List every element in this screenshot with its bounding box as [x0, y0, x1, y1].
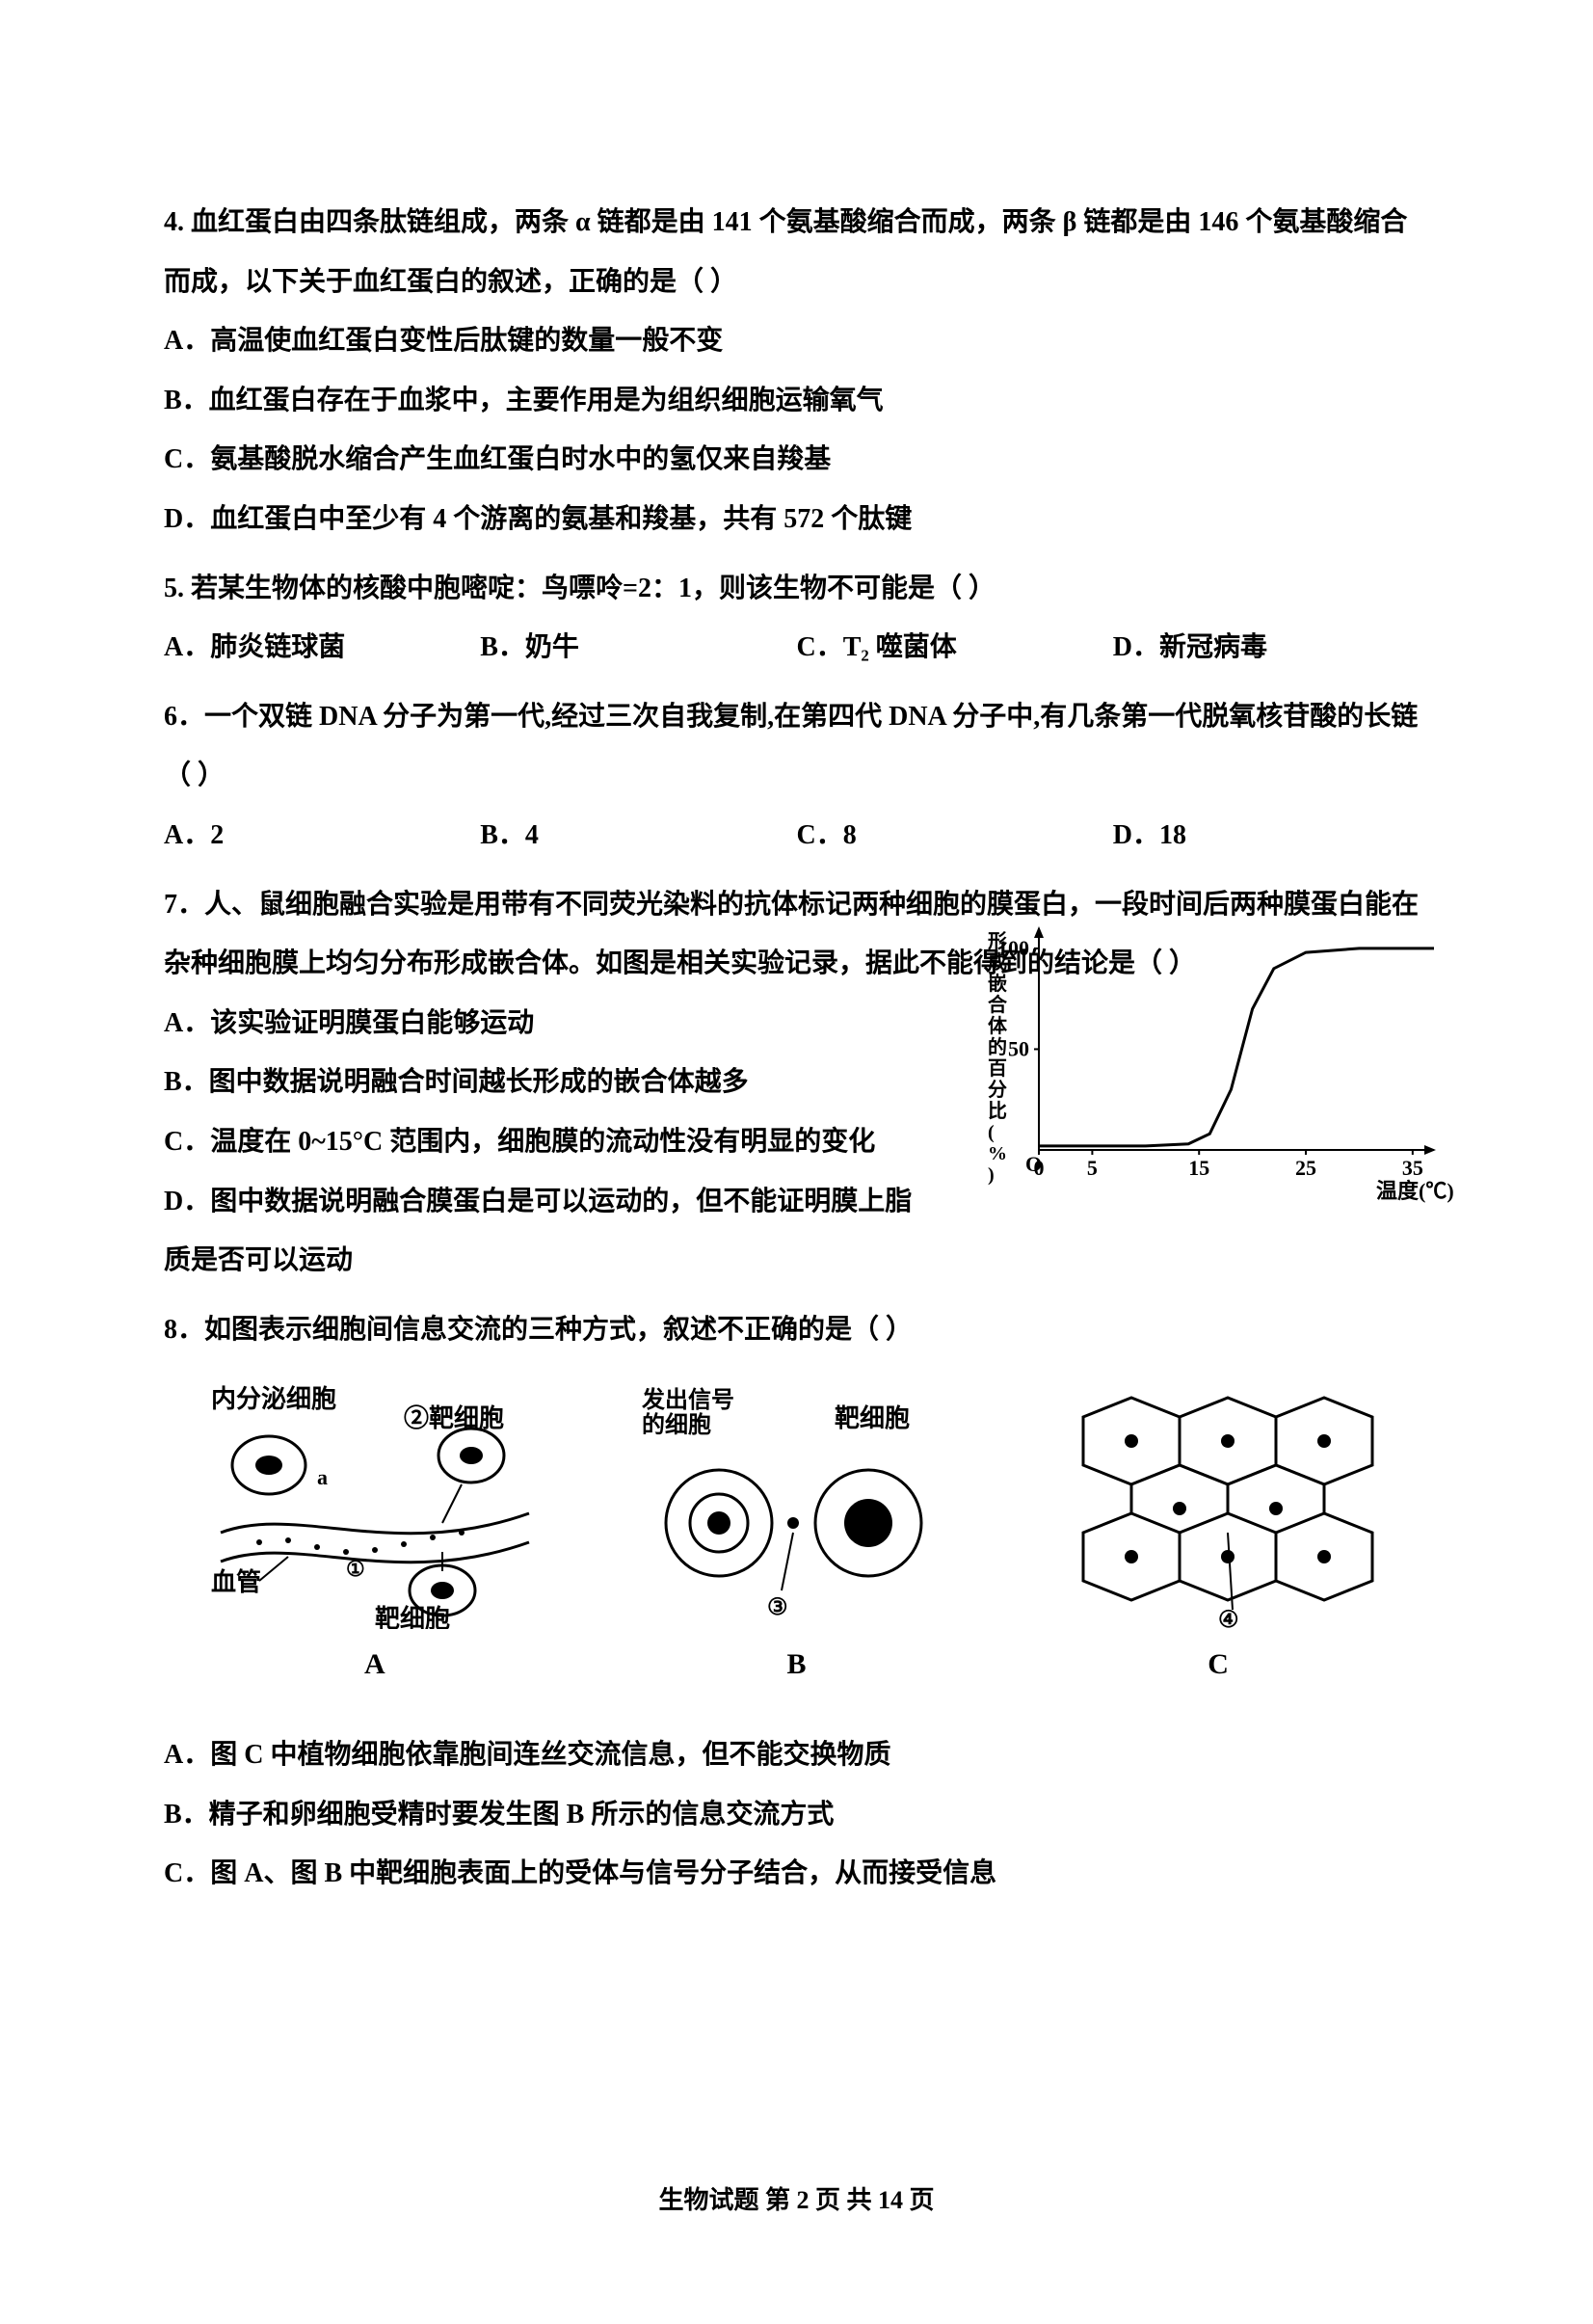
q5-stem: 5. 若某生物体的核酸中胞嘧啶：鸟嘌呤=2：1，则该生物不可能是（ ）	[164, 559, 1429, 619]
q7-chart: 5010005152535O温度(℃)形成嵌合体的百分比(%)	[976, 914, 1458, 1203]
q8-diagram-c: ④ C	[1045, 1378, 1392, 1696]
svg-text:合: 合	[988, 993, 1008, 1016]
q5-opt-d: D．新冠病毒	[1113, 618, 1429, 678]
diagram-c-svg: ④	[1045, 1378, 1392, 1629]
q4-stem: 4. 血红蛋白由四条肽链组成，两条 α 链都是由 141 个氨基酸缩合而成，两条…	[164, 193, 1429, 311]
diagram-a-svg: 内分泌细胞 ②靶细胞 a	[201, 1378, 548, 1629]
svg-text:体: 体	[988, 1014, 1008, 1037]
dA-endocrine-label: 内分泌细胞	[211, 1384, 336, 1413]
q7-opt-d: D．图中数据说明融合膜蛋白是可以运动的，但不能证明膜上脂质是否可以运动	[164, 1172, 935, 1291]
q4-opt-a: A．高温使血红蛋白变性后肽键的数量一般不变	[164, 311, 1429, 371]
q5-opt-c: C．T₂ 噬菌体	[797, 618, 1113, 678]
q7-opt-b: B．图中数据说明融合时间越长形成的嵌合体越多	[164, 1053, 935, 1112]
svg-text:50: 50	[1008, 1036, 1029, 1060]
q6-opt-a: A．2	[164, 806, 480, 866]
q5-options: A．肺炎链球菌 B．奶牛 C．T₂ 噬菌体 D．新冠病毒	[164, 618, 1429, 678]
svg-text:嵌: 嵌	[988, 973, 1007, 995]
question-6: 6．一个双链 DNA 分子为第一代,经过三次自我复制,在第四代 DNA 分子中,…	[164, 687, 1429, 866]
q8-opt-b: B．精子和卵细胞受精时要发生图 B 所示的信息交流方式	[164, 1785, 1429, 1845]
q6-stem: 6．一个双链 DNA 分子为第一代,经过三次自我复制,在第四代 DNA 分子中,…	[164, 687, 1429, 806]
svg-text:): )	[988, 1164, 995, 1186]
dB-target-label: 靶细胞	[835, 1403, 910, 1432]
svg-text:分: 分	[988, 1079, 1007, 1101]
q5-opt-b: B．奶牛	[480, 618, 796, 678]
q8-diagram-b: 发出信号 的细胞 靶细胞 ③	[623, 1378, 969, 1696]
dA-marker1: ①	[346, 1557, 365, 1581]
exam-page: 4. 血红蛋白由四条肽链组成，两条 α 链都是由 141 个氨基酸缩合而成，两条…	[0, 0, 1593, 2324]
q7-options: A．该实验证明膜蛋白能够运动 B．图中数据说明融合时间越长形成的嵌合体越多 C．…	[164, 994, 935, 1291]
q7-opt-c: C．温度在 0~15°C 范围内，细胞膜的流动性没有明显的变化	[164, 1112, 935, 1172]
svg-text:百: 百	[988, 1058, 1007, 1080]
question-8: 8．如图表示细胞间信息交流的三种方式，叙述不正确的是（ ） 内分泌细胞 ②靶细胞…	[164, 1300, 1429, 1904]
svg-text:35: 35	[1402, 1156, 1423, 1180]
svg-text:O: O	[1025, 1152, 1042, 1176]
dB-marker3: ③	[767, 1595, 788, 1620]
q4-opt-d: D．血红蛋白中至少有 4 个游离的氨基和羧基，共有 572 个肽键	[164, 490, 1429, 549]
q6-opt-d: D．18	[1113, 806, 1429, 866]
q8-opt-c: C．图 A、图 B 中靶细胞表面上的受体与信号分子结合，从而接受信息	[164, 1844, 1429, 1904]
svg-text:%: %	[988, 1143, 1007, 1164]
q8-diagram-a: 内分泌细胞 ②靶细胞 a	[201, 1378, 548, 1696]
dA-a-label: a	[317, 1465, 328, 1489]
svg-text:15: 15	[1188, 1156, 1209, 1180]
dA-label: A	[201, 1633, 548, 1696]
dA-target-top-label: ②靶细胞	[404, 1403, 504, 1432]
q5-opt-a: A．肺炎链球菌	[164, 618, 480, 678]
q8-stem: 8．如图表示细胞间信息交流的三种方式，叙述不正确的是（ ）	[164, 1300, 1429, 1360]
svg-text:5: 5	[1087, 1156, 1098, 1180]
q6-options: A．2 B．4 C．8 D．18	[164, 806, 1429, 866]
question-7: 7．人、鼠细胞融合实验是用带有不同荧光染料的抗体标记两种细胞的膜蛋白，一段时间后…	[164, 875, 1429, 1291]
q6-opt-c: C．8	[797, 806, 1113, 866]
q8-diagrams: 内分泌细胞 ②靶细胞 a	[164, 1378, 1429, 1696]
q6-opt-b: B．4	[480, 806, 796, 866]
question-5: 5. 若某生物体的核酸中胞嘧啶：鸟嘌呤=2：1，则该生物不可能是（ ） A．肺炎…	[164, 559, 1429, 678]
dC-label: C	[1045, 1633, 1392, 1696]
dA-vessel-label: 血管	[211, 1568, 261, 1596]
svg-text:25: 25	[1295, 1156, 1316, 1180]
svg-text:的: 的	[988, 1035, 1007, 1058]
svg-text:形: 形	[988, 930, 1007, 952]
question-4: 4. 血红蛋白由四条肽链组成，两条 α 链都是由 141 个氨基酸缩合而成，两条…	[164, 193, 1429, 549]
dB-label: B	[623, 1633, 969, 1696]
page-footer: 生物试题 第 2 页 共 14 页	[0, 2173, 1593, 2228]
q4-opt-b: B．血红蛋白存在于血浆中，主要作用是为组织细胞运输氧气	[164, 371, 1429, 431]
q7-opt-a: A．该实验证明膜蛋白能够运动	[164, 994, 935, 1054]
diagram-b-svg: 发出信号 的细胞 靶细胞 ③	[623, 1378, 969, 1629]
q4-opt-c: C．氨基酸脱水缩合产生血红蛋白时水中的氢仅来自羧基	[164, 430, 1429, 490]
dC-marker4: ④	[1218, 1608, 1239, 1629]
svg-text:温度(℃): 温度(℃)	[1376, 1179, 1454, 1203]
svg-text:成: 成	[988, 950, 1007, 974]
svg-text:(: (	[988, 1122, 995, 1143]
q8-opt-a: A．图 C 中植物细胞依靠胞间连丝交流信息，但不能交换物质	[164, 1725, 1429, 1785]
svg-text:比: 比	[988, 1100, 1007, 1122]
dB-signal-label: 发出信号 的细胞	[641, 1386, 740, 1438]
dA-target-bottom-label: 靶细胞	[375, 1604, 450, 1629]
